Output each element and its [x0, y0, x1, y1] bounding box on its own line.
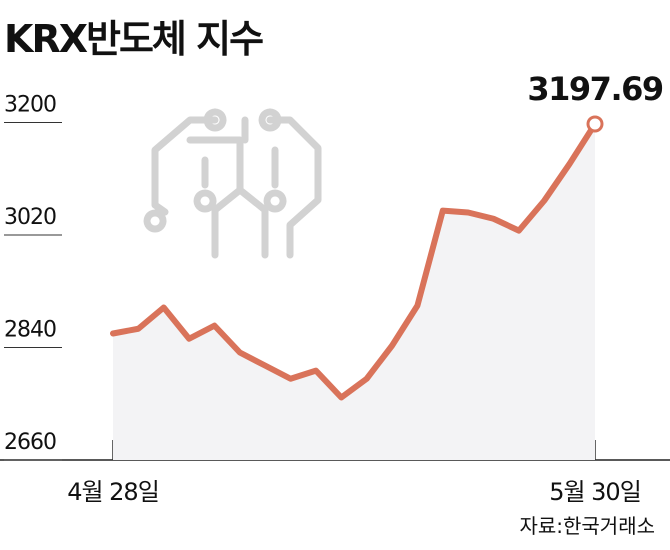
y-tick-label: 3200 — [4, 93, 56, 118]
x-tick-label: 5월 30일 — [549, 478, 641, 506]
chip-icon — [143, 108, 322, 259]
y-tick-label: 2660 — [4, 430, 56, 455]
end-marker — [586, 115, 604, 133]
value-label: 3197.69 — [527, 70, 662, 108]
y-tick-label: 3020 — [4, 205, 56, 230]
x-tick-label: 4월 28일 — [67, 478, 159, 506]
source: 자료:한국거래소 — [519, 514, 655, 538]
y-tick-label: 2840 — [4, 318, 56, 343]
chart-title: KRX반도체 지수 — [4, 17, 263, 61]
line — [110, 120, 598, 401]
area — [113, 123, 595, 460]
